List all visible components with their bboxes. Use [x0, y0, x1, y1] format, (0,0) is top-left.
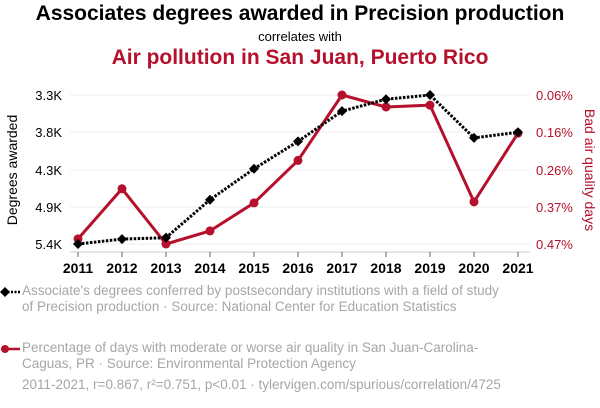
- data-point-degrees: [293, 136, 303, 147]
- x-tick-label: 2011: [63, 260, 94, 276]
- legend-marker-air-quality: [1, 345, 20, 353]
- y2-tick-label: 0.16%: [536, 125, 573, 140]
- x-tick-label: 2019: [414, 260, 445, 276]
- legend-marker-degrees: [0, 287, 20, 297]
- y-axis-left-ticks: 3.3K 3.8K 4.3K 4.9K 5.4K: [35, 88, 62, 252]
- chart-title: Associates degrees awarded in Precision …: [35, 2, 565, 25]
- y-tick-label: 5.4K: [35, 237, 62, 252]
- y-tick-label: 3.8K: [35, 125, 62, 140]
- data-point-air-quality: [117, 184, 127, 194]
- data-point-air-quality: [249, 198, 259, 208]
- legend-label-degrees: Associate's degrees conferred by postsec…: [22, 283, 499, 314]
- y2-tick-label: 0.37%: [536, 200, 573, 215]
- x-tick-label: 2015: [238, 260, 269, 276]
- data-point-degrees: [337, 106, 347, 117]
- series-degrees: [73, 90, 523, 249]
- x-tick-label: 2021: [502, 260, 533, 276]
- data-point-degrees: [381, 94, 391, 105]
- x-tick-label: 2017: [326, 260, 357, 276]
- data-point-air-quality: [425, 100, 435, 110]
- y2-tick-label: 0.06%: [536, 88, 573, 103]
- x-tick-label: 2013: [150, 260, 181, 276]
- legend-label-air-quality: Percentage of days with moderate or wors…: [22, 340, 479, 371]
- data-point-degrees: [161, 232, 171, 243]
- data-point-degrees: [205, 194, 215, 205]
- x-tick-label: 2020: [458, 260, 489, 276]
- data-point-air-quality: [381, 102, 391, 112]
- x-tick-label: 2018: [370, 260, 401, 276]
- y-tick-label: 4.9K: [35, 200, 62, 215]
- data-point-degrees: [117, 234, 127, 245]
- chart-subtitle: correlates with: [258, 29, 342, 44]
- data-point-degrees: [425, 90, 435, 100]
- gridlines: [70, 94, 530, 245]
- chart-title-secondary: Air pollution in San Juan, Puerto Rico: [111, 46, 489, 69]
- data-point-degrees: [249, 163, 259, 174]
- x-axis-ticks: 2011 2012 2013 2014 2015 2016 2017 2018 2019 2020…: [63, 252, 534, 276]
- y2-tick-label: 0.26%: [536, 163, 573, 178]
- x-tick-label: 2014: [194, 260, 225, 276]
- series-air-quality: [73, 90, 523, 249]
- data-point-degrees: [469, 132, 479, 143]
- footer-stats: 2011-2021, r=0.867, r²=0.751, p<0.01 · t…: [22, 377, 501, 392]
- data-point-air-quality: [337, 90, 347, 100]
- y-axis-right-ticks: 0.06% 0.16% 0.26% 0.37% 0.47%: [536, 88, 573, 252]
- y-tick-label: 3.3K: [35, 88, 62, 103]
- data-point-air-quality: [73, 234, 83, 244]
- x-tick-label: 2016: [282, 260, 313, 276]
- y2-axis-label: Bad air quality days: [582, 109, 598, 231]
- data-point-air-quality: [205, 226, 215, 236]
- y2-tick-label: 0.47%: [536, 237, 573, 252]
- y-tick-label: 4.3K: [35, 163, 62, 178]
- data-point-degrees: [513, 127, 523, 138]
- data-point-air-quality: [161, 239, 171, 249]
- data-point-air-quality: [293, 155, 303, 165]
- data-point-degrees: [73, 239, 83, 249]
- x-tick-label: 2012: [106, 260, 137, 276]
- y-axis-label: Degrees awarded: [4, 115, 20, 226]
- data-point-air-quality: [469, 197, 479, 207]
